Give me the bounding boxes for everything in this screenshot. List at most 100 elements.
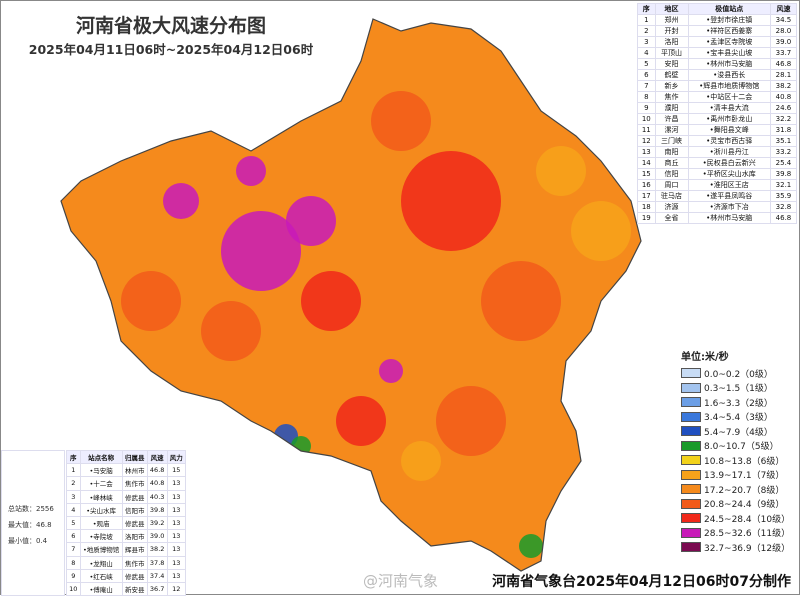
table-cell: 13 <box>166 542 187 557</box>
wind-zone <box>536 146 586 196</box>
table-cell: •遂平县凤鸣谷 <box>687 190 771 202</box>
legend-item: 20.8~24.4（9级） <box>681 497 799 512</box>
table-cell: 6 <box>66 529 81 544</box>
table-cell: •清丰县大流 <box>687 102 771 114</box>
table-cell: •中站区十二会 <box>687 91 771 103</box>
legend-label: 5.4~7.9（4级） <box>704 427 773 438</box>
table-cell: 驻马店 <box>654 190 689 202</box>
table-cell: 洛阳市 <box>121 529 148 544</box>
wind-zone <box>436 386 506 456</box>
legend-label: 0.0~0.2（0级） <box>704 369 773 380</box>
table-cell: 39.0 <box>769 36 798 48</box>
table-cell: 39.2 <box>146 515 168 531</box>
legend-swatch <box>681 411 701 422</box>
table-cell: 35.9 <box>769 190 798 202</box>
column-header: 风力 <box>166 449 187 465</box>
table-cell: 24.6 <box>769 102 798 114</box>
table-cell: •民权县白云新兴 <box>687 157 771 169</box>
table-cell: 信阳市 <box>121 502 148 517</box>
legend-swatch <box>681 498 701 509</box>
legend-swatch <box>681 469 701 480</box>
table-cell: 漯河 <box>654 124 689 136</box>
table-row: 4 平顶山 •宝丰县尖山坡 33.7 <box>637 47 798 59</box>
table-cell: •林州市马安脑 <box>687 212 771 224</box>
table-cell: 13 <box>166 489 187 504</box>
table-row: 1 •马安脑 林州市 46.8 15 <box>66 463 187 478</box>
table-cell: 34.5 <box>769 14 798 26</box>
legend-item: 17.2~20.7（8级） <box>681 482 799 497</box>
table-cell: 2 <box>66 476 81 491</box>
table-cell: 28.1 <box>769 69 798 81</box>
table-cell: 修武县 <box>121 489 148 504</box>
table-cell: 周口 <box>654 179 689 191</box>
legend-label: 13.9~17.1（7级） <box>704 471 785 482</box>
table-cell: 16 <box>637 179 656 191</box>
table-row: 5 •观庙 修武县 39.2 13 <box>66 515 187 531</box>
table-cell: 13 <box>166 502 187 517</box>
legend-label: 3.4~5.4（3级） <box>704 413 773 424</box>
table-cell: 濮阳 <box>654 102 689 114</box>
table-cell: 济源 <box>654 201 689 213</box>
table-cell: 32.2 <box>769 113 798 125</box>
table-cell: •十二会 <box>79 476 123 491</box>
table-row: 14 商丘 •民权县白云新兴 25.4 <box>637 157 798 169</box>
wind-zone <box>371 91 431 151</box>
table-row: 3 洛阳 •孟津区寺院坡 39.0 <box>637 36 798 48</box>
table-cell: 33.7 <box>769 47 798 59</box>
table-cell: 46.8 <box>769 58 798 70</box>
table-cell: 林州市 <box>121 463 148 478</box>
table-cell: 郑州 <box>654 14 689 26</box>
column-header: 站点名称 <box>79 449 123 465</box>
station-stats: 总站数：2556 最大值：46.8 最小值：0.4 <box>1 450 65 596</box>
legend-swatch <box>681 455 701 466</box>
table-cell: 40.8 <box>146 476 168 491</box>
table-cell: 36.7 <box>146 581 168 596</box>
table-row: 3 •峰林峡 修武县 40.3 13 <box>66 489 187 504</box>
legend-item: 0.3~1.5（1级） <box>681 381 799 396</box>
table-cell: 10 <box>66 581 81 596</box>
legend-label: 10.8~13.8（6级） <box>704 456 785 467</box>
table-cell: •淮阳区王店 <box>687 179 771 191</box>
table-cell: •傅庵山 <box>79 581 123 596</box>
table-cell: 2 <box>637 25 656 37</box>
table-cell: 35.1 <box>769 135 798 147</box>
legend-label: 8.0~10.7（5级） <box>704 442 779 453</box>
table-cell: 许昌 <box>654 113 689 125</box>
wind-zone <box>401 441 441 481</box>
table-cell: 新安县 <box>121 581 148 596</box>
table-row: 10 •傅庵山 新安县 36.7 12 <box>66 581 187 596</box>
column-header: 序 <box>637 3 656 15</box>
table-cell: 14 <box>637 157 656 169</box>
table-cell: 辉县市 <box>121 542 148 557</box>
city-extreme-table: 序地区 极值站点 风速 1 郑州 •登封市徐庄镇 34.5 2 开封 •祥符区西姜寨 28.0 3 洛阳… <box>637 3 798 224</box>
watermark: @河南气象 <box>363 572 439 590</box>
table-cell: 修武县 <box>121 515 148 531</box>
legend-swatch <box>681 542 701 553</box>
column-header: 极值站点 <box>687 3 771 15</box>
table-cell: 信阳 <box>654 168 689 180</box>
table-cell: 5 <box>637 58 656 70</box>
table-cell: 修武县 <box>121 568 148 583</box>
table-cell: 28.0 <box>769 25 798 37</box>
legend-item: 5.4~7.9（4级） <box>681 424 799 439</box>
table-cell: 7 <box>66 542 81 557</box>
table-cell: 37.8 <box>146 555 168 570</box>
table-cell: •灵宝市西古驿 <box>687 135 771 147</box>
legend-item: 13.9~17.1（7级） <box>681 468 799 483</box>
table-cell: 新乡 <box>654 80 689 92</box>
table-row: 1 郑州 •登封市徐庄镇 34.5 <box>637 14 798 26</box>
table-cell: 3 <box>637 36 656 48</box>
legend-unit: 单位:米/秒 <box>681 352 729 363</box>
legend-swatch <box>681 527 701 538</box>
wind-zone <box>481 261 561 341</box>
legend-swatch <box>681 484 701 495</box>
table-row: 8 焦作 •中站区十二会 40.8 <box>637 91 798 103</box>
table-row: 4 •尖山水库 信阳市 39.8 13 <box>66 502 187 517</box>
table-cell: 32.1 <box>769 179 798 191</box>
column-header: 序 <box>66 449 81 465</box>
legend-item: 0.0~0.2（0级） <box>681 366 799 381</box>
table-cell: •红石峡 <box>79 568 123 583</box>
legend-swatch <box>681 440 701 451</box>
wind-zone <box>286 196 336 246</box>
table-cell: 4 <box>66 502 81 517</box>
